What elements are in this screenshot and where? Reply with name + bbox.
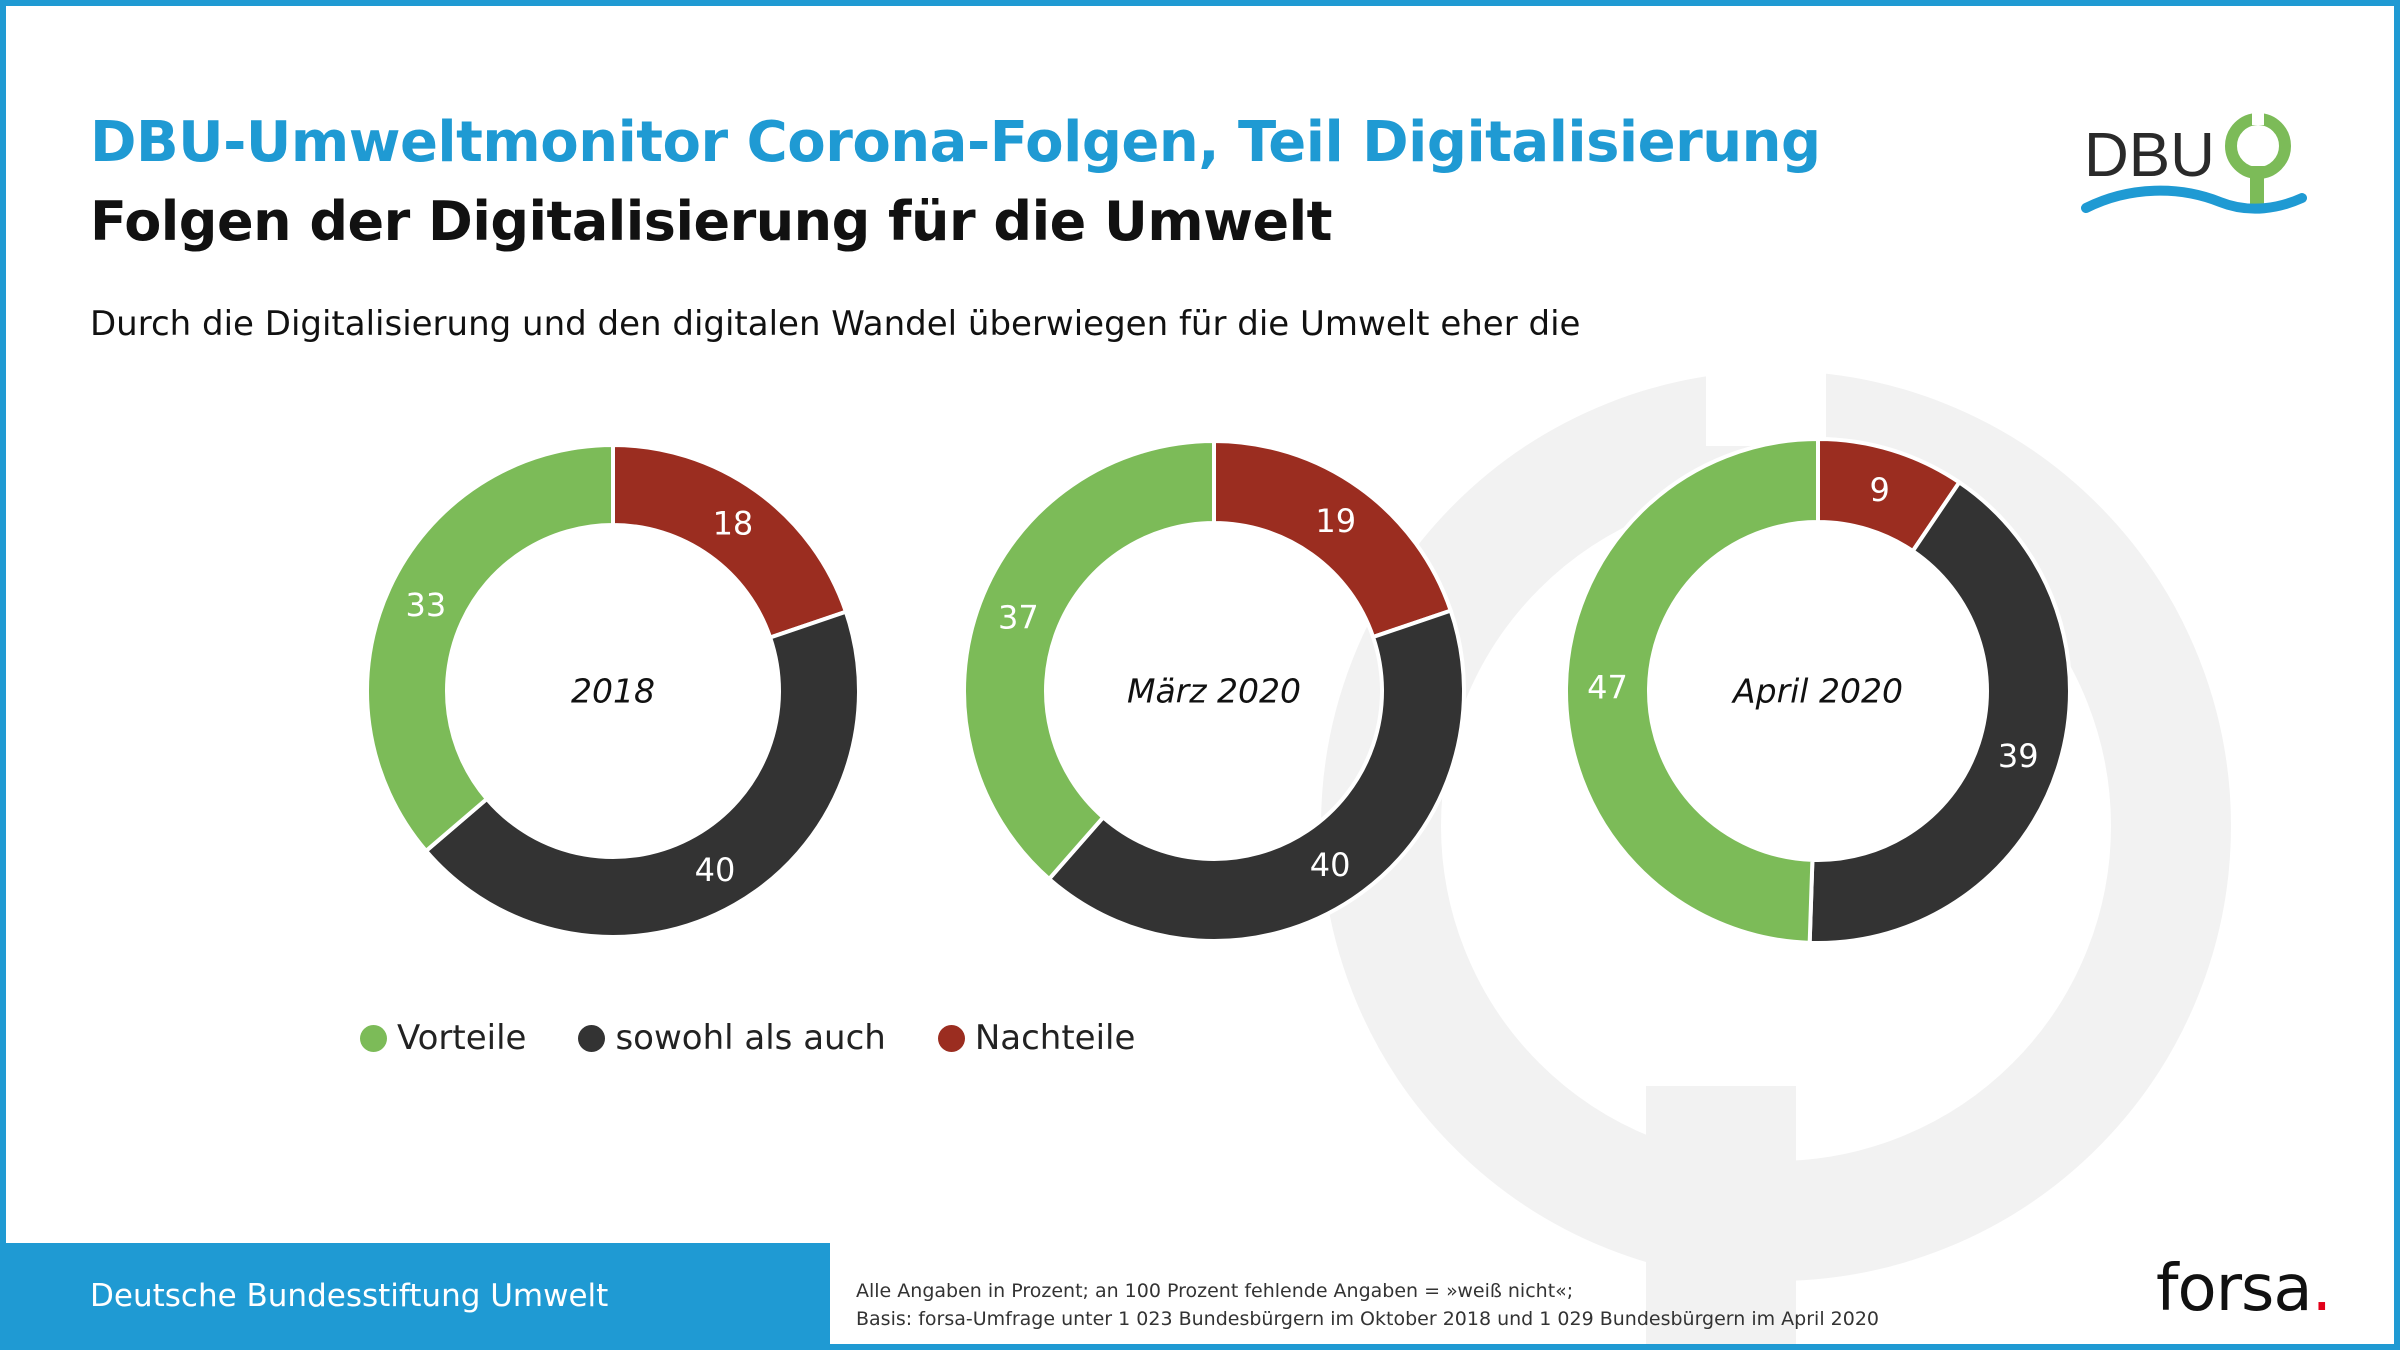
donut-center-label: 2018 [571, 672, 655, 711]
footer-organization: Deutsche Bundesstiftung Umwelt [90, 1278, 609, 1314]
data-label-sowohl: 39 [1998, 737, 2039, 775]
legend-swatch-nachteile [937, 1024, 965, 1052]
donut-slice-vorteile [1564, 436, 1820, 945]
data-label-vorteile: 37 [998, 598, 1039, 636]
donut-chart-2: 19 40 37 März 2020 [962, 438, 1466, 943]
donut-chart-3: 9 39 47 April 2020 [1564, 436, 2072, 945]
data-label-vorteile: 33 [406, 586, 447, 624]
donut-slice-vorteile [962, 438, 1216, 882]
forsa-logo: forsa. [2156, 1252, 2332, 1326]
forsa-logo-text: forsa [2156, 1252, 2313, 1326]
legend-label-vorteile: Vorteile [397, 1018, 527, 1058]
data-label-sowohl: 40 [695, 851, 736, 889]
donut-slice-sowohl [1807, 479, 2072, 945]
legend-label-nachteile: Nachteile [974, 1018, 1136, 1058]
data-label-nachteile: 18 [713, 505, 754, 543]
footnote-line-1: Alle Angaben in Prozent; an 100 Prozent … [856, 1280, 1574, 1302]
legend-item-sowohl: sowohl als auch [578, 1018, 886, 1058]
forsa-logo-dot: . [2311, 1252, 2332, 1326]
donut-center-label: April 2020 [1731, 672, 1903, 711]
data-label-sowohl: 40 [1310, 846, 1351, 884]
logo-text: DBU [2084, 121, 2215, 190]
footer-bar [6, 1243, 830, 1344]
legend-swatch-vorteile [360, 1024, 387, 1052]
page-subtitle: Folgen der Digitalisierung für die Umwel… [90, 190, 1332, 253]
data-label-nachteile: 19 [1315, 502, 1356, 540]
donut-chart-1: 18 40 33 2018 [365, 442, 861, 939]
data-label-nachteile: 9 [1870, 471, 1890, 509]
donut-slice-vorteile [365, 442, 615, 854]
legend-item-nachteile: Nachteile [937, 1018, 1136, 1058]
data-label-vorteile: 47 [1587, 669, 1628, 707]
donut-charts: 18 40 33 2018 19 40 37 März 2020 9 39 47 April 2020 [365, 436, 2072, 945]
chart-legend: Vorteile sowohl als auch Nachteile [360, 1018, 1187, 1058]
footnote: Alle Angaben in Prozent; an 100 Prozent … [856, 1277, 1879, 1333]
legend-item-vorteile: Vorteile [360, 1018, 526, 1058]
logo-wave-icon [2081, 185, 2307, 214]
legend-swatch-sowohl [578, 1024, 606, 1052]
page-title: DBU-Umweltmonitor Corona-Folgen, Teil Di… [90, 110, 1821, 175]
footnote-line-2: Basis: forsa-Umfrage unter 1 023 Bundesb… [856, 1308, 1880, 1330]
donut-center-label: März 2020 [1127, 672, 1301, 711]
legend-label-sowohl: sowohl als auch [615, 1018, 886, 1058]
survey-question: Durch die Digitalisierung und den digita… [90, 304, 1581, 344]
dbu-logo: DBU [2081, 113, 2307, 214]
donut-slice-sowohl [1046, 608, 1466, 943]
donut-slice-sowohl [423, 609, 861, 939]
